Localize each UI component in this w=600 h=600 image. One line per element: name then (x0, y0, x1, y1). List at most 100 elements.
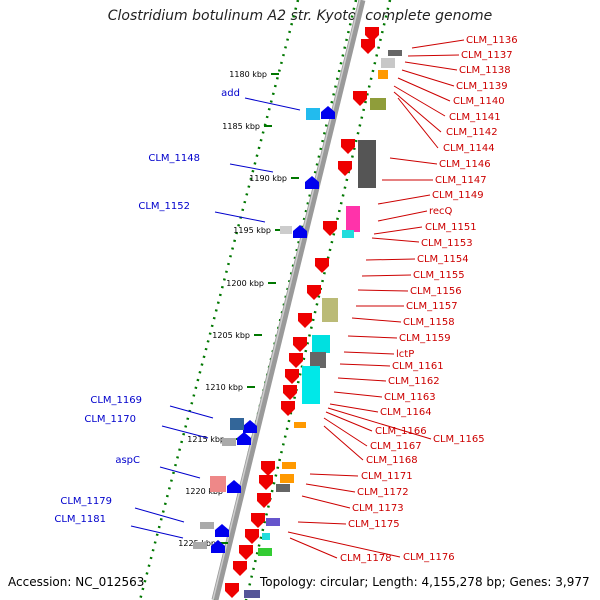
gene-box (280, 226, 292, 234)
gene-box (346, 206, 360, 232)
gene-label-right: CLM_1144 (443, 143, 495, 154)
scale-label: 1215 kbp (187, 435, 225, 444)
gene-label-right: CLM_1176 (403, 552, 455, 563)
gene-label-right: CLM_1164 (380, 407, 432, 418)
leader-line (229, 163, 274, 173)
gene-box (310, 352, 326, 368)
genome-title: Clostridium botulinum A2 str. Kyoto, com… (107, 8, 493, 24)
leader-line (357, 289, 409, 292)
gene-label-left: CLM_1170 (84, 414, 136, 425)
gene-box (230, 418, 244, 430)
gene-label-left: CLM_1152 (138, 201, 190, 212)
leader-line (347, 335, 398, 339)
leader-line (377, 210, 428, 222)
gene-label-right: CLM_1158 (403, 317, 455, 328)
leader-line (327, 407, 432, 440)
gene-box (210, 476, 226, 492)
leader-line (333, 391, 383, 398)
gene-arrow-reverse (233, 561, 247, 576)
gene-arrow-forward (237, 432, 251, 445)
leader-line (287, 531, 401, 558)
gene-label-right: CLM_1140 (453, 96, 505, 107)
gene-box (193, 542, 207, 549)
scale-label: 1200 kbp (226, 279, 264, 288)
leader-line (339, 363, 391, 367)
gene-box (306, 108, 320, 120)
leader-line (373, 226, 423, 235)
gene-label-right: CLM_1171 (361, 471, 413, 482)
gene-arrow-reverse (353, 91, 367, 106)
gene-arrow-reverse (285, 369, 299, 384)
leader-line (393, 91, 442, 133)
gene-box (282, 462, 296, 469)
gene-label-right: CLM_1146 (439, 159, 491, 170)
gene-label-right: CLM_1141 (449, 112, 501, 123)
gene-box (276, 484, 290, 492)
gene-box (222, 438, 236, 446)
gene-label-right: CLM_1175 (348, 519, 400, 530)
gene-arrow-reverse (281, 401, 295, 416)
leader-line (169, 405, 214, 419)
gene-arrow-reverse (289, 353, 303, 368)
topology-text: Topology: circular; Length: 4,155,278 bp… (260, 575, 590, 589)
gene-label-right: CLM_1154 (417, 254, 469, 265)
gene-arrow-reverse (315, 258, 329, 273)
gene-arrow-reverse (323, 221, 337, 236)
gene-arrow-forward (215, 524, 229, 537)
gene-arrow-reverse (293, 337, 307, 352)
scale-label: 1190 kbp (249, 174, 287, 183)
gene-label-right: CLM_1157 (406, 301, 458, 312)
gene-arrow-reverse (341, 139, 355, 154)
gene-arrow-reverse (261, 461, 275, 476)
gene-arrow-reverse (361, 39, 375, 54)
gene-label-right: CLM_1151 (425, 222, 477, 233)
gene-label-right: CLM_1147 (435, 175, 487, 186)
gene-label-right: CLM_1156 (410, 286, 462, 297)
gene-arrow-forward (321, 106, 335, 119)
leader-line (377, 194, 431, 205)
gene-box (302, 366, 320, 404)
gene-arrow-forward (293, 225, 307, 238)
gene-label-right: CLM_1137 (461, 50, 513, 61)
gene-label-left: aspC (115, 455, 140, 466)
gene-box (322, 298, 338, 322)
leader-line (159, 466, 201, 479)
gene-label-right: CLM_1142 (446, 127, 498, 138)
gene-label-left: CLM_1169 (90, 395, 142, 406)
label-leaders (130, 39, 465, 559)
gene-arrow-reverse (298, 313, 312, 328)
gene-label-left: CLM_1179 (60, 496, 112, 507)
gene-box (342, 230, 354, 238)
gene-features (193, 27, 402, 598)
leader-line (371, 237, 420, 243)
gene-box (258, 548, 272, 556)
gene-label-right: CLM_1172 (357, 487, 409, 498)
gene-box (262, 533, 270, 540)
gene-label-right: CLM_1153 (421, 238, 473, 249)
leader-line (407, 54, 460, 57)
gene-label-right: CLM_1149 (432, 190, 484, 201)
leader-line (397, 77, 451, 102)
genome-backbone (211, 0, 366, 600)
leader-line (404, 61, 458, 71)
leader-line (389, 157, 438, 165)
gene-box (370, 98, 386, 110)
gene-label-right: CLM_1178 (340, 553, 392, 564)
gene-label-right: CLM_1173 (352, 503, 404, 514)
leader-line (323, 425, 364, 461)
gene-label-right: CLM_1162 (388, 376, 440, 387)
gene-label-right: CLM_1166 (375, 426, 427, 437)
leader-line (289, 537, 338, 559)
gene-box (388, 50, 402, 56)
leader-line (361, 274, 412, 277)
guide-line-0 (138, 0, 300, 600)
gene-label-right: CLM_1136 (466, 35, 518, 46)
leader-line (393, 85, 446, 117)
leader-line (309, 473, 359, 477)
scale-label: 1205 kbp (212, 331, 250, 340)
leader-line (305, 483, 356, 493)
gene-label-right: CLM_1139 (456, 81, 508, 92)
leader-line (365, 258, 416, 261)
gene-box (358, 140, 376, 188)
